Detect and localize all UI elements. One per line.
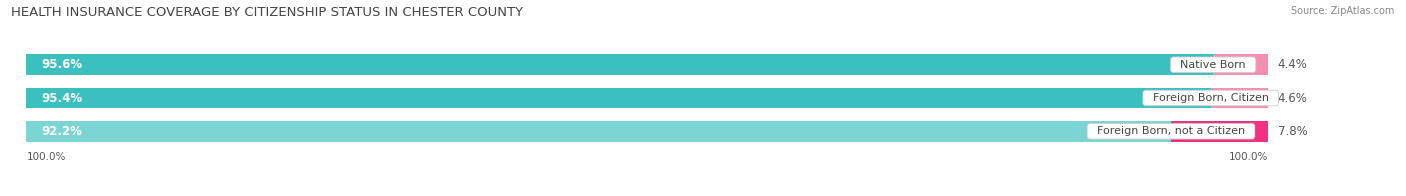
- Text: Foreign Born, not a Citizen: Foreign Born, not a Citizen: [1090, 126, 1253, 136]
- Text: Foreign Born, Citizen: Foreign Born, Citizen: [1146, 93, 1275, 103]
- Text: 4.4%: 4.4%: [1278, 58, 1308, 71]
- Text: Native Born: Native Born: [1174, 60, 1253, 70]
- Bar: [27, 88, 1268, 108]
- Text: 92.2%: 92.2%: [41, 125, 82, 138]
- Text: 4.6%: 4.6%: [1278, 92, 1308, 104]
- Bar: [27, 121, 1171, 142]
- Bar: [27, 54, 1268, 75]
- Bar: [1171, 121, 1268, 142]
- Bar: [27, 88, 1211, 108]
- Text: Source: ZipAtlas.com: Source: ZipAtlas.com: [1291, 6, 1395, 16]
- Bar: [1211, 88, 1268, 108]
- Bar: [1213, 54, 1268, 75]
- Bar: [27, 54, 1213, 75]
- Text: 7.8%: 7.8%: [1278, 125, 1308, 138]
- Text: 100.0%: 100.0%: [1229, 152, 1268, 162]
- Text: HEALTH INSURANCE COVERAGE BY CITIZENSHIP STATUS IN CHESTER COUNTY: HEALTH INSURANCE COVERAGE BY CITIZENSHIP…: [11, 6, 523, 19]
- Bar: [27, 121, 1268, 142]
- Text: 95.6%: 95.6%: [41, 58, 83, 71]
- Text: 95.4%: 95.4%: [41, 92, 83, 104]
- Text: 100.0%: 100.0%: [27, 152, 66, 162]
